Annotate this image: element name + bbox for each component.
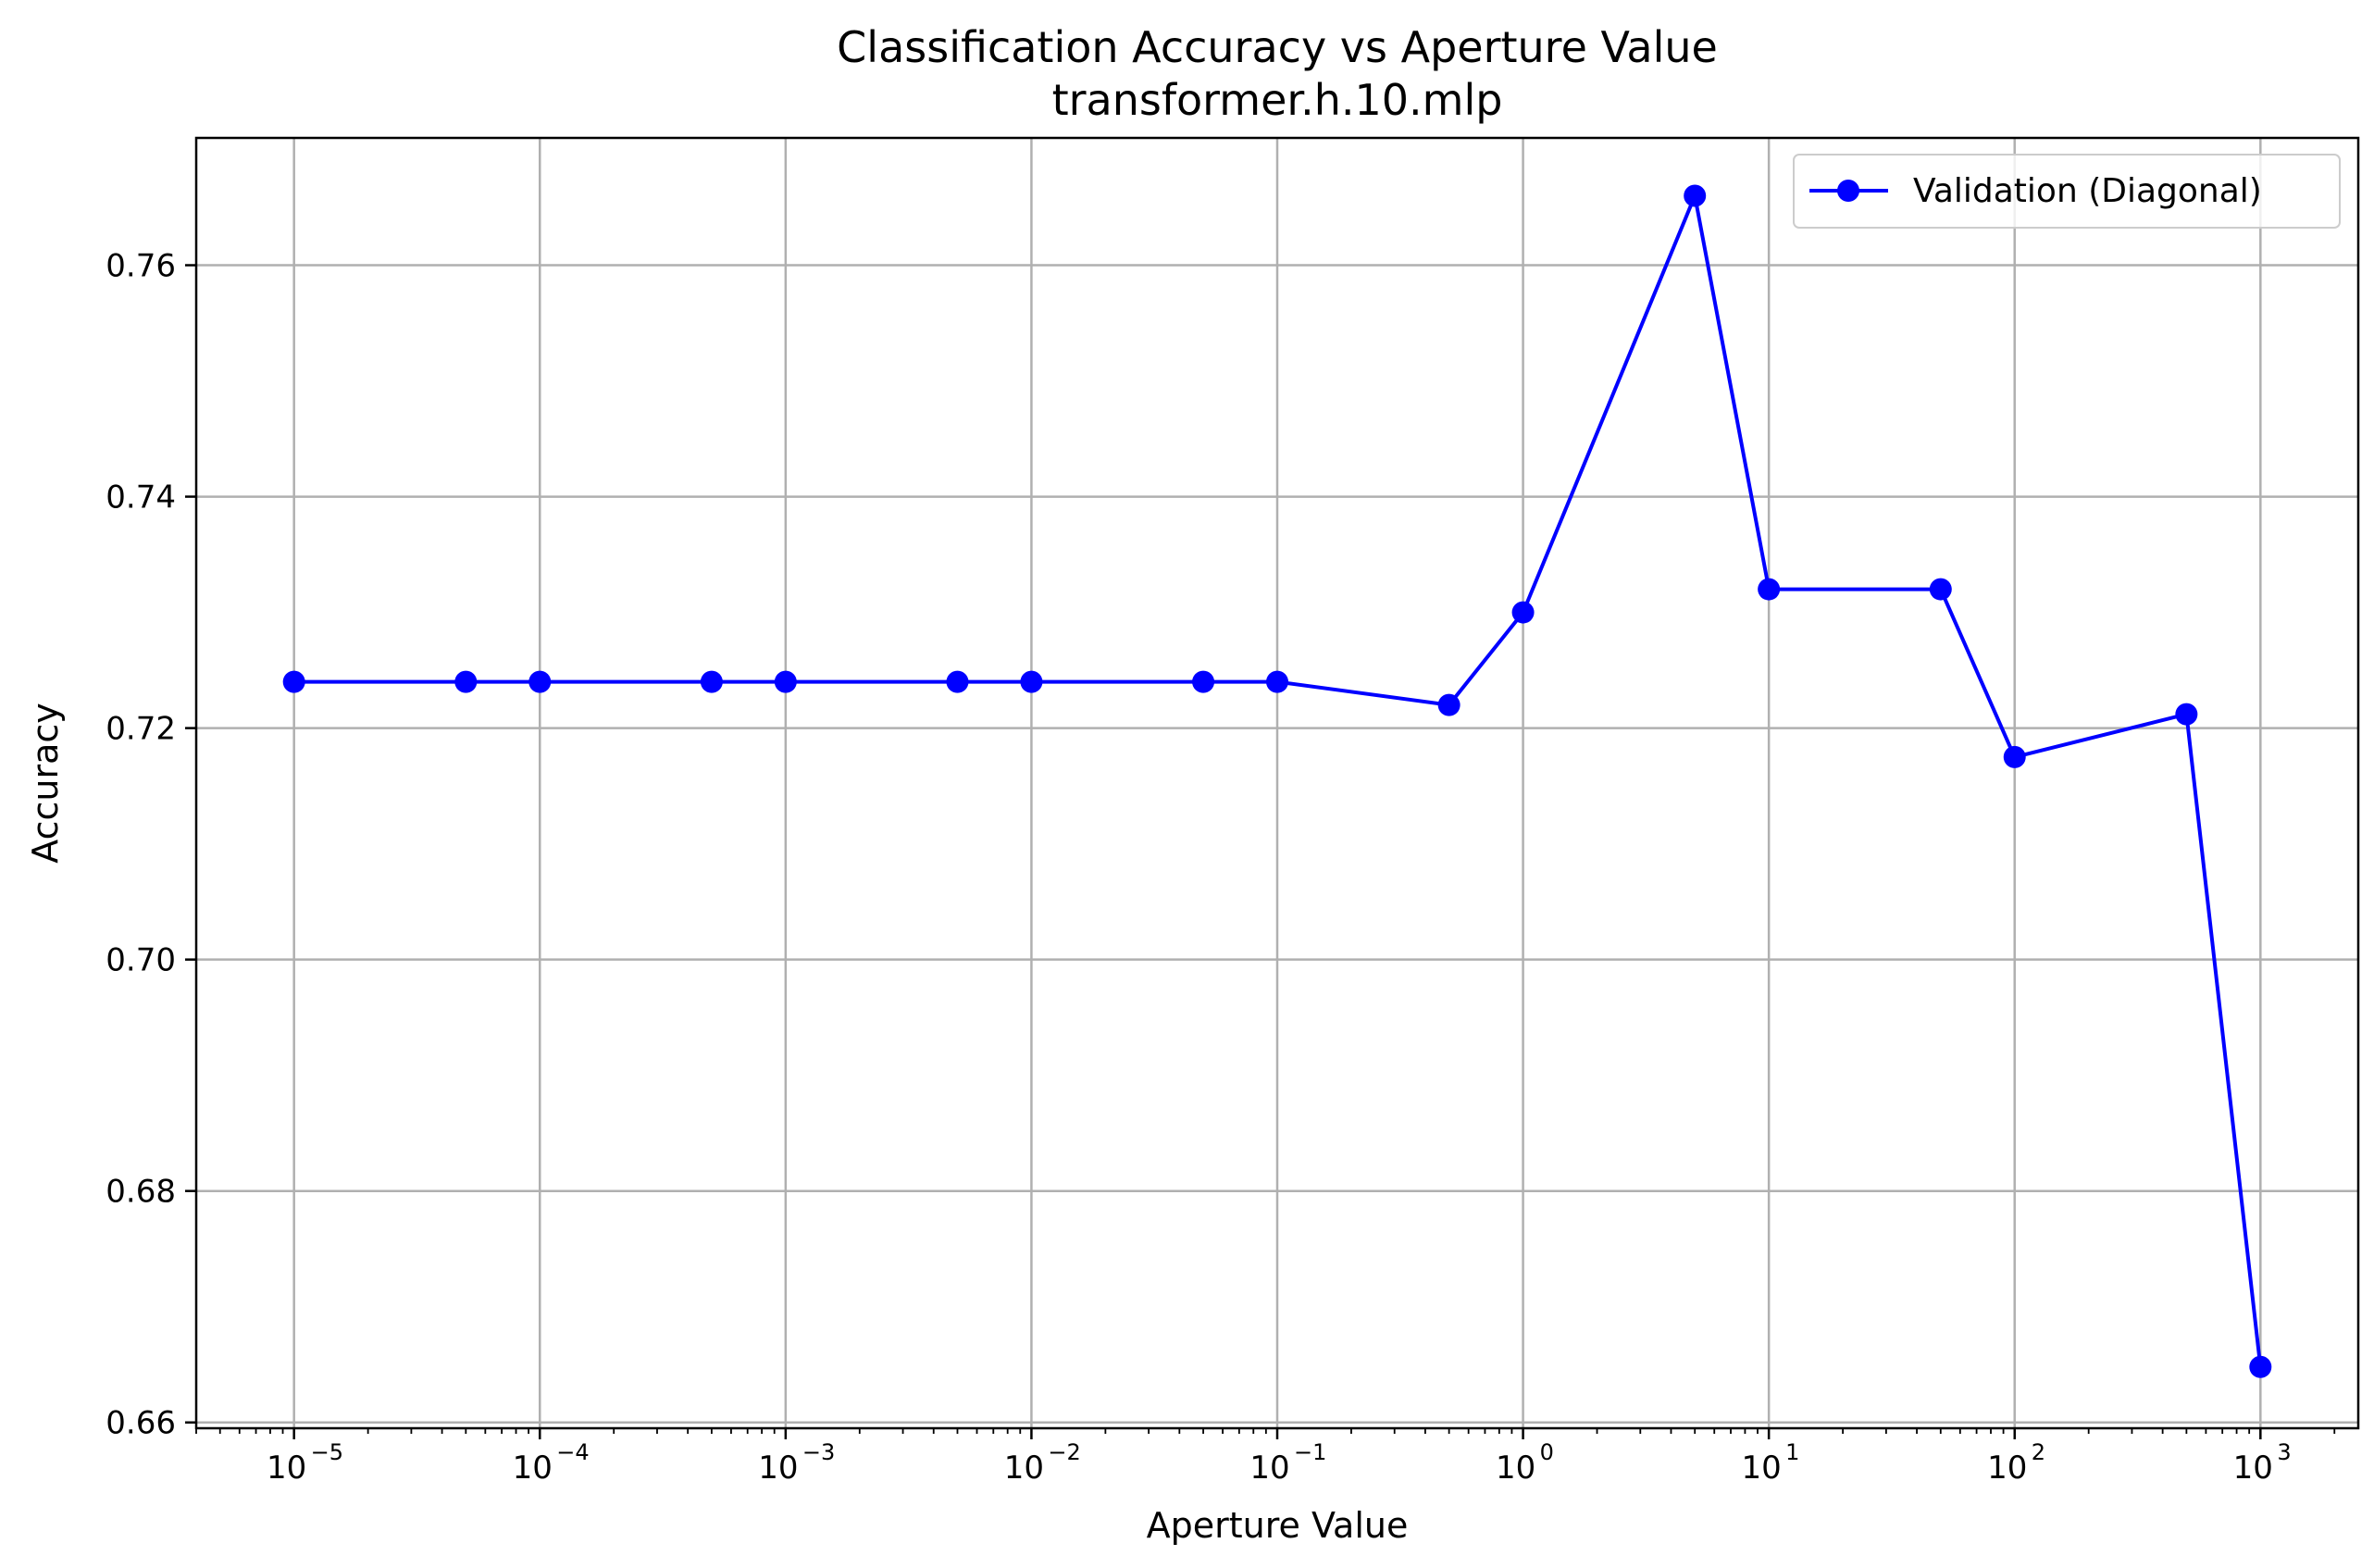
x-tick-exponent: −2 [1048,1439,1080,1465]
data-point [1684,184,1707,207]
x-tick-exponent: −1 [1294,1439,1326,1465]
data-point [2003,745,2026,768]
data-point [946,670,969,693]
x-tick-label: 10 [1987,1450,2027,1487]
y-axis-label: Accuracy [25,703,66,864]
data-point [2175,703,2198,726]
y-tick-label: 0.76 [106,248,176,285]
x-axis-label: Aperture Value [1147,1505,1409,1546]
x-tick-label: 10 [1496,1450,1535,1487]
x-tick-label: 10 [513,1450,553,1487]
y-tick-label: 0.66 [106,1405,176,1442]
data-point [1266,670,1288,693]
x-tick-exponent: −5 [311,1439,343,1465]
y-tick-label: 0.68 [106,1174,176,1211]
x-tick-label: 10 [758,1450,798,1487]
data-point [1929,578,1952,601]
x-tick-label: 10 [267,1450,306,1487]
x-tick-exponent: 0 [1540,1439,1554,1465]
legend: Validation (Diagonal) [1793,154,2341,229]
series-layer [282,184,2272,1378]
data-point [700,670,723,693]
x-tick-exponent: 1 [1785,1439,1799,1465]
data-point [774,670,797,693]
data-point [2249,1355,2272,1378]
legend-box [1793,154,2341,229]
y-axis-ticks: 0.66 0.68 0.70 0.72 0.74 0.76 [106,248,196,1442]
x-tick-label: 10 [1004,1450,1044,1487]
x-tick-exponent: −3 [802,1439,835,1465]
data-point [1192,670,1215,693]
x-tick-label: 10 [1249,1450,1289,1487]
y-tick-label: 0.70 [106,942,176,979]
data-point [1437,693,1460,716]
chart-title: Classification Accuracy vs Aperture Valu… [837,22,1718,72]
x-tick-exponent: 3 [2277,1439,2291,1465]
x-tick-label: 10 [1742,1450,1782,1487]
data-point [454,670,478,693]
legend-label: Validation (Diagonal) [1913,172,2262,210]
data-point [1758,578,1781,601]
x-tick-exponent: −4 [556,1439,589,1465]
chart-subtitle: transformer.h.10.mlp [1052,75,1503,125]
data-point [528,670,552,693]
x-tick-label: 10 [2233,1450,2273,1487]
legend-marker [1837,180,1859,202]
y-tick-label: 0.72 [106,711,176,748]
x-tick-exponent: 2 [2032,1439,2045,1465]
data-point [282,670,305,693]
grid-lines [196,138,2358,1428]
plot-frame [194,136,2360,1430]
data-point [1511,601,1535,624]
data-point [1020,670,1043,693]
y-tick-label: 0.74 [106,479,176,516]
